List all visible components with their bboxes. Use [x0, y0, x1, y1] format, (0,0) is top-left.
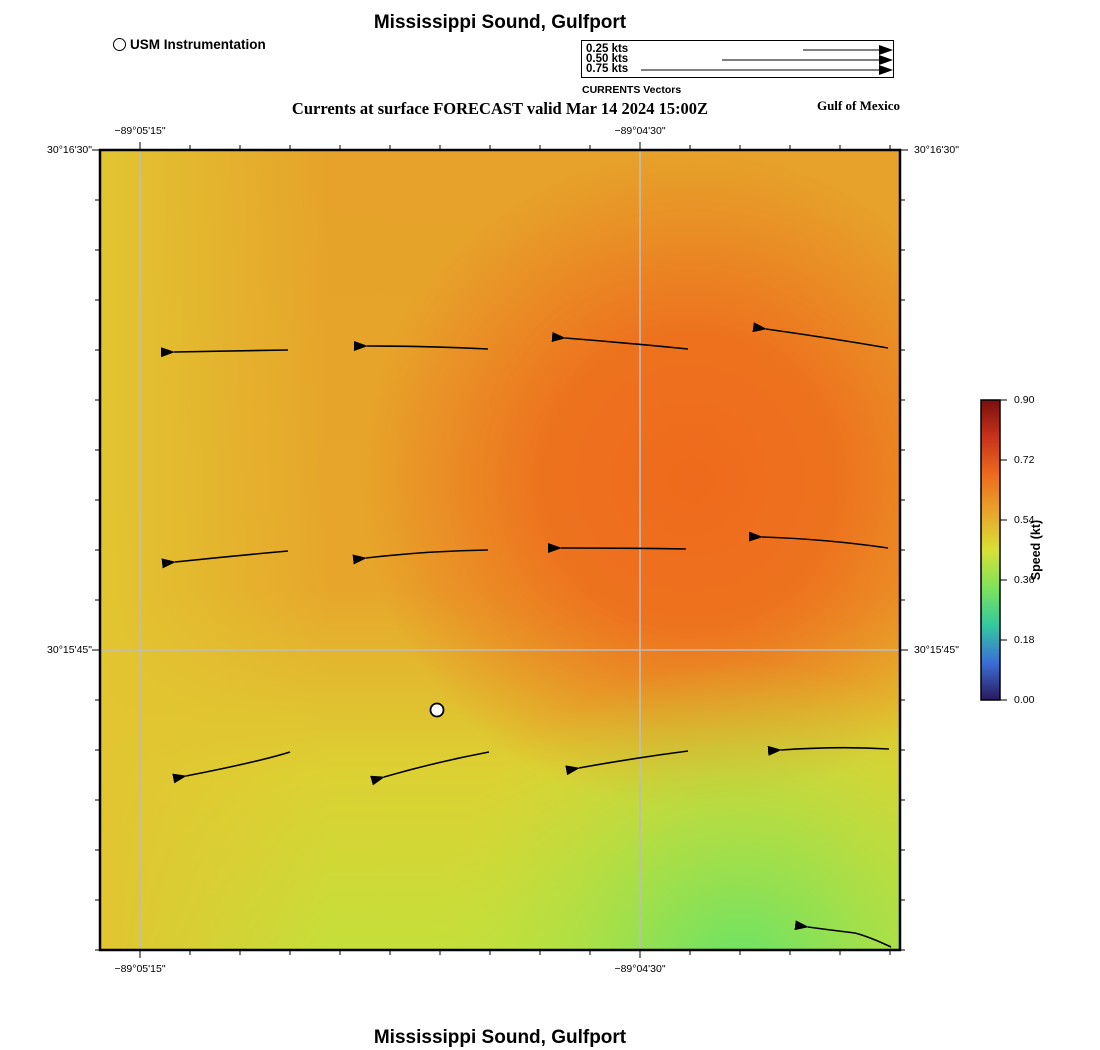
- colorbar-tick-label-054: 0.54: [1014, 514, 1035, 526]
- frame-ticks: [92, 142, 908, 958]
- current-vector-r2c1: [161, 550, 289, 569]
- current-vector-r1c2: [353, 340, 489, 351]
- vector-scale-label-075: 0.75 kts: [586, 63, 629, 75]
- speed-field: [100, 150, 900, 950]
- current-vector-r4c4: [794, 920, 892, 948]
- station-legend-label: USM Instrumentation: [130, 37, 266, 52]
- colorbar-tick-label-072: 0.72: [1014, 454, 1035, 466]
- vector-scale-caption: CURRENTS Vectors: [582, 84, 682, 96]
- current-vectors: [160, 322, 892, 948]
- current-vector-r3c2: [370, 751, 490, 786]
- current-vector-r1c3: [551, 331, 689, 350]
- vector-scale-label-050: 0.50 kts: [586, 53, 629, 65]
- vector-scale-arrows: [641, 45, 893, 75]
- station-legend-marker-icon: [113, 38, 126, 51]
- map-title-top: Mississippi Sound, Gulfport: [373, 12, 627, 33]
- lat-tick-label-right-1: 30°16'30": [914, 144, 959, 156]
- colorbar-tick-label-036: 0.36: [1014, 574, 1035, 586]
- current-vector-r3c3: [565, 750, 689, 776]
- current-vector-r2c2: [352, 549, 489, 565]
- colorbar-tick-label-018: 0.18: [1014, 634, 1035, 646]
- current-vector-r2c4: [748, 531, 889, 549]
- current-vector-r1c1: [160, 347, 289, 358]
- colorbar-tick-label-000: 0.00: [1014, 694, 1035, 706]
- lon-tick-label-bottom-1: −89°05'15": [114, 963, 166, 975]
- region-label: Gulf of Mexico: [816, 98, 900, 113]
- current-vector-r3c4: [767, 745, 890, 756]
- vector-scale-label-025: 0.25 kts: [586, 43, 629, 55]
- vector-scale-legend: 0.25 kts 0.50 kts 0.75 kts: [581, 40, 894, 78]
- lat-tick-label-left-2: 30°15'45": [47, 644, 92, 656]
- forecast-title: Currents at surface FORECAST valid Mar 1…: [291, 99, 709, 118]
- current-vector-r3c1: [172, 751, 291, 784]
- lon-tick-label-top-2: −89°04'30": [614, 125, 666, 137]
- colorbar-title: Speed (kt): [1029, 519, 1043, 581]
- lon-tick-label-bottom-2: −89°04'30": [614, 963, 666, 975]
- lat-tick-label-left-1: 30°16'30": [47, 144, 92, 156]
- lon-tick-label-top-1: −89°05'15": [114, 125, 166, 137]
- map-title-bottom: Mississippi Sound, Gulfport: [373, 1027, 627, 1048]
- colorbar-tick-label-090: 0.90: [1014, 394, 1035, 406]
- usm-instrumentation-station-icon[interactable]: [429, 702, 445, 718]
- current-vector-r2c3: [547, 542, 687, 553]
- lat-tick-label-right-2: 30°15'45": [914, 644, 959, 656]
- current-vector-r1c4: [752, 322, 889, 349]
- graticule: [100, 150, 900, 950]
